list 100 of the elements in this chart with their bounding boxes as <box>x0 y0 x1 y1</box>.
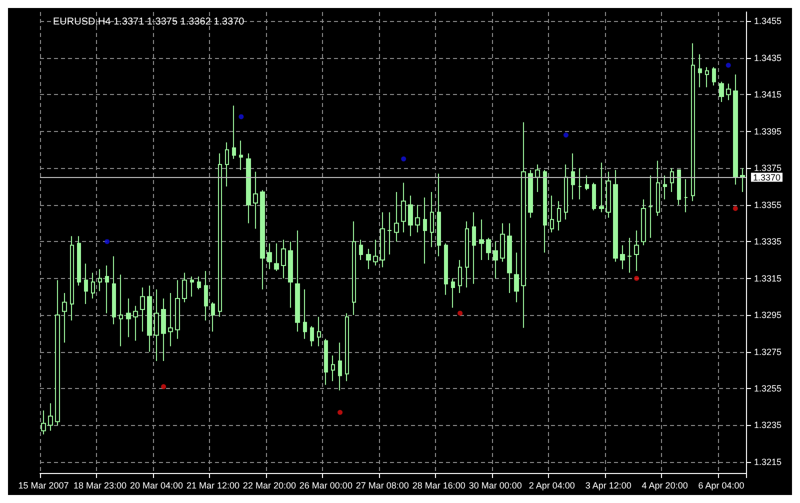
candlestick <box>175 280 180 340</box>
candlestick <box>698 54 702 88</box>
y-tick-label: 1.3335 <box>754 236 782 247</box>
candlestick <box>521 122 526 328</box>
candlestick <box>451 278 455 308</box>
candlestick <box>634 230 639 272</box>
candlestick <box>557 200 561 232</box>
y-tick-label: 1.3315 <box>754 273 782 284</box>
candlestick <box>373 239 378 266</box>
candlestick <box>77 236 81 286</box>
candlestick <box>331 354 335 382</box>
candlestick <box>48 402 53 432</box>
candlestick <box>507 222 512 294</box>
y-tick-label: 1.3415 <box>754 90 782 100</box>
candlestick <box>677 169 681 206</box>
candlestick <box>401 182 406 233</box>
candlestick <box>599 162 604 213</box>
point <box>104 239 110 244</box>
candlestick <box>430 191 434 248</box>
x-tick-label: 18 Mar 23:00 <box>73 480 127 490</box>
candlestick <box>324 338 328 386</box>
point <box>634 276 640 281</box>
candlestick <box>140 287 145 332</box>
candlestick <box>472 212 476 284</box>
candlestick <box>41 410 46 435</box>
candlestick <box>380 212 385 268</box>
candlestick <box>493 241 498 279</box>
y-tick-label: 1.3395 <box>754 126 782 136</box>
candlestick <box>656 160 660 216</box>
candlestick <box>705 66 709 88</box>
candlestick <box>161 298 166 362</box>
candlestick <box>613 169 618 262</box>
candlestick <box>585 174 589 191</box>
candlestick <box>274 242 279 272</box>
candlestick <box>733 74 738 186</box>
candlestick <box>253 171 258 230</box>
candlestick <box>712 66 716 86</box>
candlestick <box>98 268 102 292</box>
candlestick <box>345 312 349 382</box>
candlestick <box>232 105 236 160</box>
point <box>238 114 244 120</box>
y-tick-label: 1.3215 <box>754 456 782 467</box>
candlestick <box>578 168 582 200</box>
candlestick <box>246 152 251 224</box>
candlestick <box>352 220 356 316</box>
candlestick <box>338 342 342 391</box>
x-tick-label: 20 Mar 04:00 <box>130 480 184 490</box>
candlestick <box>366 248 371 270</box>
candlestick <box>267 242 272 270</box>
candlestick <box>719 81 724 102</box>
candlestick <box>592 182 596 211</box>
point <box>563 132 568 138</box>
candlestick <box>528 169 533 218</box>
candlestick <box>684 178 688 213</box>
candlestick <box>535 164 540 192</box>
x-tick-label: 22 Mar 20:00 <box>242 480 296 490</box>
candlestick <box>154 288 159 362</box>
candlestick <box>126 298 131 338</box>
candlestick <box>62 292 67 344</box>
candlestick <box>648 174 653 238</box>
candlestick <box>465 220 469 288</box>
candlestick <box>239 140 243 170</box>
candlestick <box>740 168 745 192</box>
candlestick <box>437 173 441 257</box>
x-tick-label: 21 Mar 12:00 <box>186 480 240 490</box>
candlestick <box>295 230 300 332</box>
candlestick <box>317 316 321 347</box>
point <box>161 384 166 390</box>
candlestick <box>663 174 667 200</box>
ref-line-label: 1.3370 <box>753 172 781 182</box>
candlestick <box>204 270 208 322</box>
candlestick <box>112 256 116 325</box>
candlestick <box>168 292 173 347</box>
y-tick-label: 1.3355 <box>754 200 782 210</box>
y-tick-label: 1.3375 <box>754 163 782 174</box>
point <box>726 62 731 68</box>
candlestick <box>260 190 265 290</box>
candlestick <box>543 169 547 254</box>
y-tick-label: 1.3235 <box>754 420 782 430</box>
candlestick <box>620 244 625 270</box>
y-tick-label: 1.3455 <box>754 16 782 26</box>
candlestick <box>303 288 307 340</box>
candlestick <box>641 198 646 246</box>
x-tick-label: 30 Mar 00:00 <box>468 480 522 490</box>
point <box>401 156 406 162</box>
candlestick <box>500 222 505 262</box>
chart-title: EURUSD,H4 1.3371 1.3375 1.3362 1.3370 <box>53 16 245 28</box>
candlestick <box>105 264 109 314</box>
y-tick-label: 1.3255 <box>754 384 782 394</box>
x-tick-label: 28 Mar 16:00 <box>412 480 466 490</box>
x-tick-label: 4 Apr 20:00 <box>642 480 688 490</box>
candlestick <box>288 241 293 308</box>
candlestick <box>387 212 392 255</box>
candlestick <box>70 236 74 322</box>
point <box>458 310 463 316</box>
candlestick <box>458 259 462 294</box>
candlestick <box>564 164 568 220</box>
candlestick <box>408 195 413 237</box>
candlestick <box>691 42 695 202</box>
candlestick <box>394 191 399 242</box>
